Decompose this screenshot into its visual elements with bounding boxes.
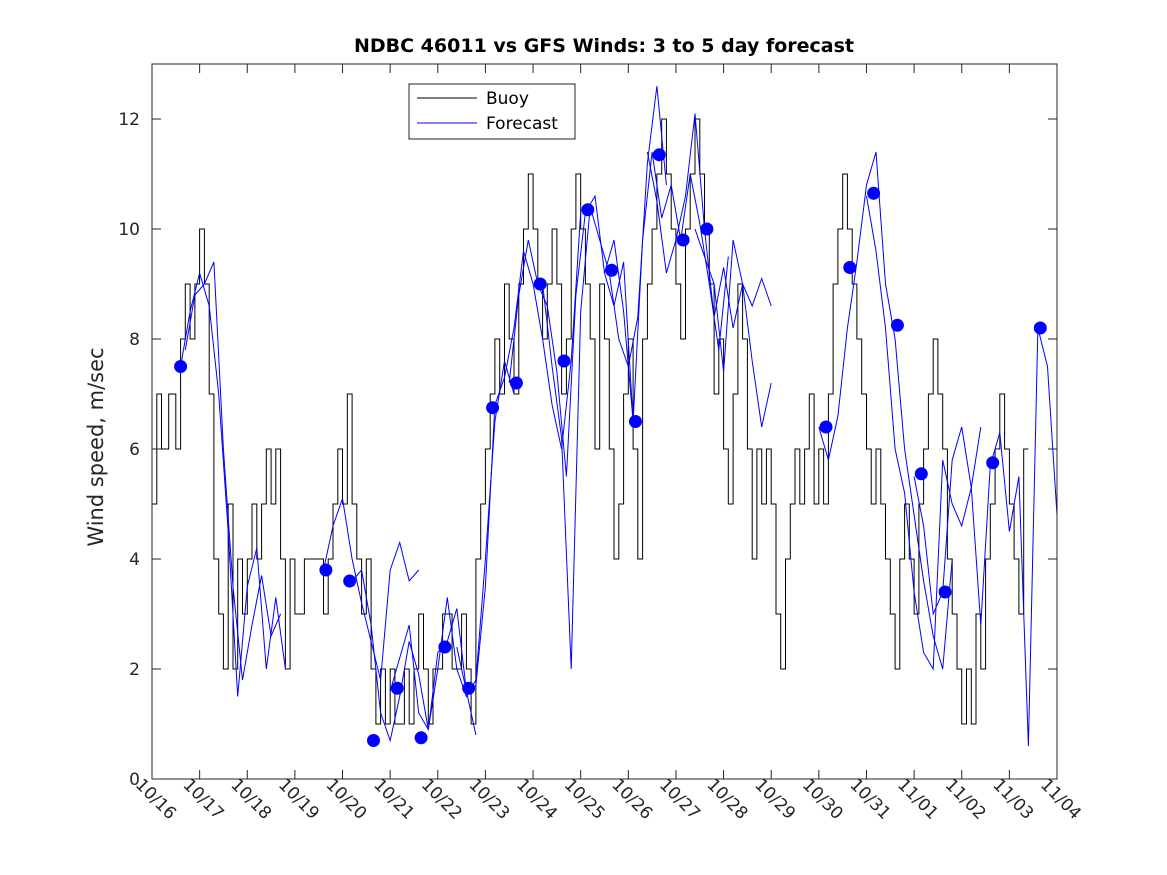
plot-background (152, 64, 1057, 779)
forecast-marker-point (819, 420, 833, 434)
forecast-series-line-13 (866, 195, 982, 671)
forecast-marker-point (533, 277, 547, 291)
plot-area (152, 64, 1058, 779)
forecast-marker-point (700, 222, 714, 236)
y-tick-label: 8 (129, 330, 140, 350)
axes-box (151, 63, 1058, 780)
legend-entry-forecast: Forecast (486, 114, 558, 134)
y-axis-label: Wind speed, m/sec (84, 347, 108, 546)
forecast-marker-point (890, 318, 904, 332)
forecast-marker-point (652, 148, 666, 162)
legend-entry-buoy: Buoy (486, 89, 529, 109)
y-tick-label: 10 (118, 220, 140, 240)
legend: Buoy Forecast (408, 83, 576, 140)
forecast-series-line-10 (646, 113, 772, 428)
forecast-series-line-7 (508, 194, 634, 477)
forecast-marker-point (414, 731, 428, 745)
forecast-series-line-8 (542, 85, 667, 670)
forecast-marker-point (605, 263, 619, 277)
y-tick-label: 0 (129, 770, 140, 790)
forecast-series-line-6 (456, 212, 582, 692)
forecast-marker-point (174, 360, 188, 373)
forecast-series-line-4 (351, 568, 477, 743)
forecast-series-line-3 (323, 498, 420, 681)
buoy-series-line (152, 118, 1029, 725)
forecast-marker-point (581, 203, 595, 217)
forecast-series-line-12 (818, 151, 953, 670)
forecast-series-line-11 (694, 228, 772, 373)
forecast-marker-point (1033, 321, 1047, 335)
forecast-marker-point (843, 261, 857, 274)
forecast-marker-point (509, 376, 523, 390)
forecast-marker-point (390, 681, 404, 695)
legend-box (408, 83, 576, 140)
forecast-series-line-14 (913, 327, 1058, 747)
y-tick-label: 6 (129, 440, 140, 460)
forecast-marker-point (867, 186, 881, 200)
forecast-marker-point (914, 467, 928, 481)
y-tick-label: 4 (129, 550, 140, 570)
forecast-series-line-2 (184, 261, 282, 681)
forecast-marker-point (557, 354, 571, 368)
forecast-series-line-9 (604, 151, 729, 422)
forecast-marker-point (319, 563, 333, 577)
forecast-marker-point (462, 681, 476, 695)
forecast-marker-point (629, 415, 642, 428)
forecast-marker-point (486, 401, 500, 415)
forecast-marker-point (367, 734, 380, 747)
y-tick-label: 12 (118, 110, 140, 130)
forecast-marker-point (986, 456, 1000, 470)
chart-title: NDBC 46011 vs GFS Winds: 3 to 5 day fore… (354, 35, 854, 57)
forecast-marker-point (343, 574, 357, 588)
forecast-series-line-1 (180, 271, 286, 697)
y-tick-label: 2 (129, 660, 140, 680)
forecast-marker-point (938, 585, 952, 599)
forecast-marker-point (676, 233, 690, 247)
forecast-marker-point (438, 640, 452, 654)
